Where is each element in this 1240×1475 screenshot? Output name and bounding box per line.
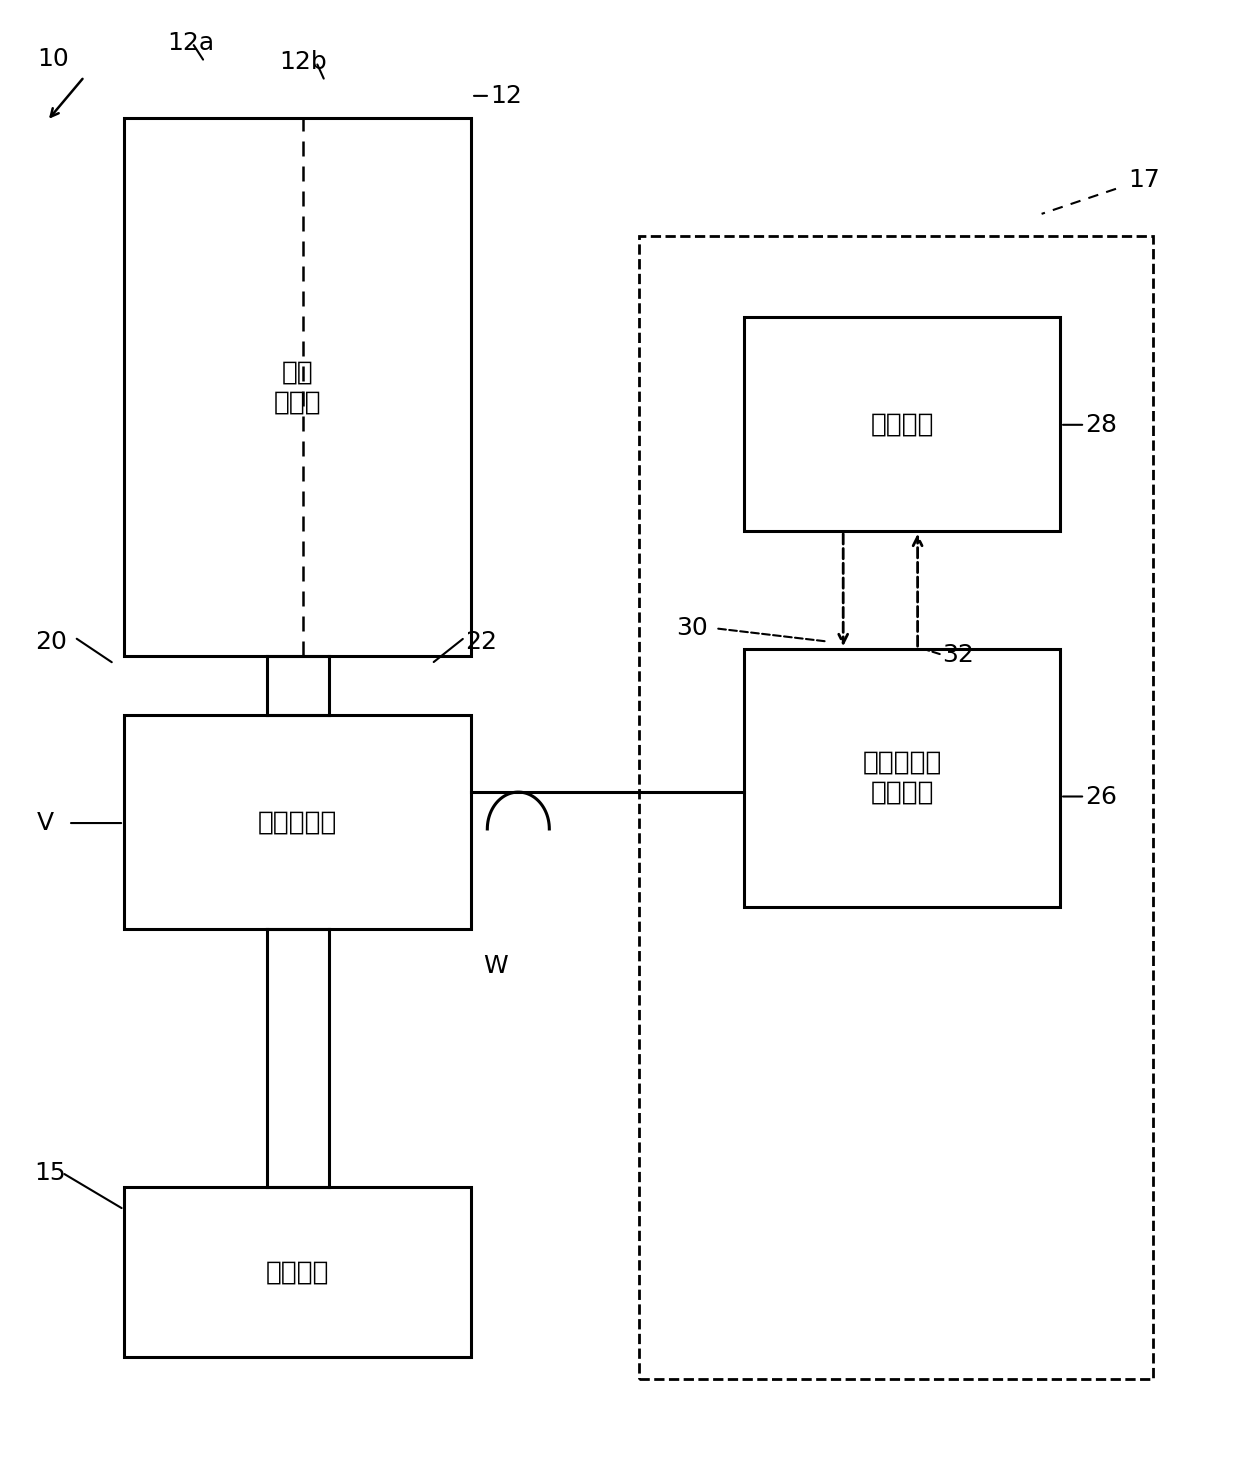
Text: V: V [37, 811, 55, 835]
Text: 远程控制: 远程控制 [870, 412, 934, 437]
Bar [744, 317, 1060, 531]
Text: 12a: 12a [167, 31, 215, 55]
Text: 直流充电器
控制基部: 直流充电器 控制基部 [862, 751, 942, 805]
Text: 30: 30 [676, 617, 708, 640]
Text: 10: 10 [37, 47, 69, 71]
Bar [124, 1187, 471, 1357]
Bar [124, 118, 471, 656]
Bar [639, 236, 1153, 1379]
Text: 15: 15 [35, 1161, 67, 1184]
Text: 22: 22 [465, 630, 497, 653]
Text: 20: 20 [35, 630, 67, 653]
Text: W: W [484, 954, 508, 978]
Text: 12b: 12b [279, 50, 327, 74]
Text: 17: 17 [1128, 168, 1161, 192]
Text: 真空泵单元: 真空泵单元 [258, 810, 337, 835]
Text: 交流电源: 交流电源 [265, 1260, 330, 1285]
Text: 26: 26 [1085, 785, 1117, 808]
Bar [744, 649, 1060, 907]
Text: 28: 28 [1085, 413, 1117, 437]
Text: 32: 32 [942, 643, 975, 667]
Bar [124, 715, 471, 929]
Text: 泡沫
支撑物: 泡沫 支撑物 [274, 360, 321, 414]
Text: 12: 12 [490, 84, 522, 108]
